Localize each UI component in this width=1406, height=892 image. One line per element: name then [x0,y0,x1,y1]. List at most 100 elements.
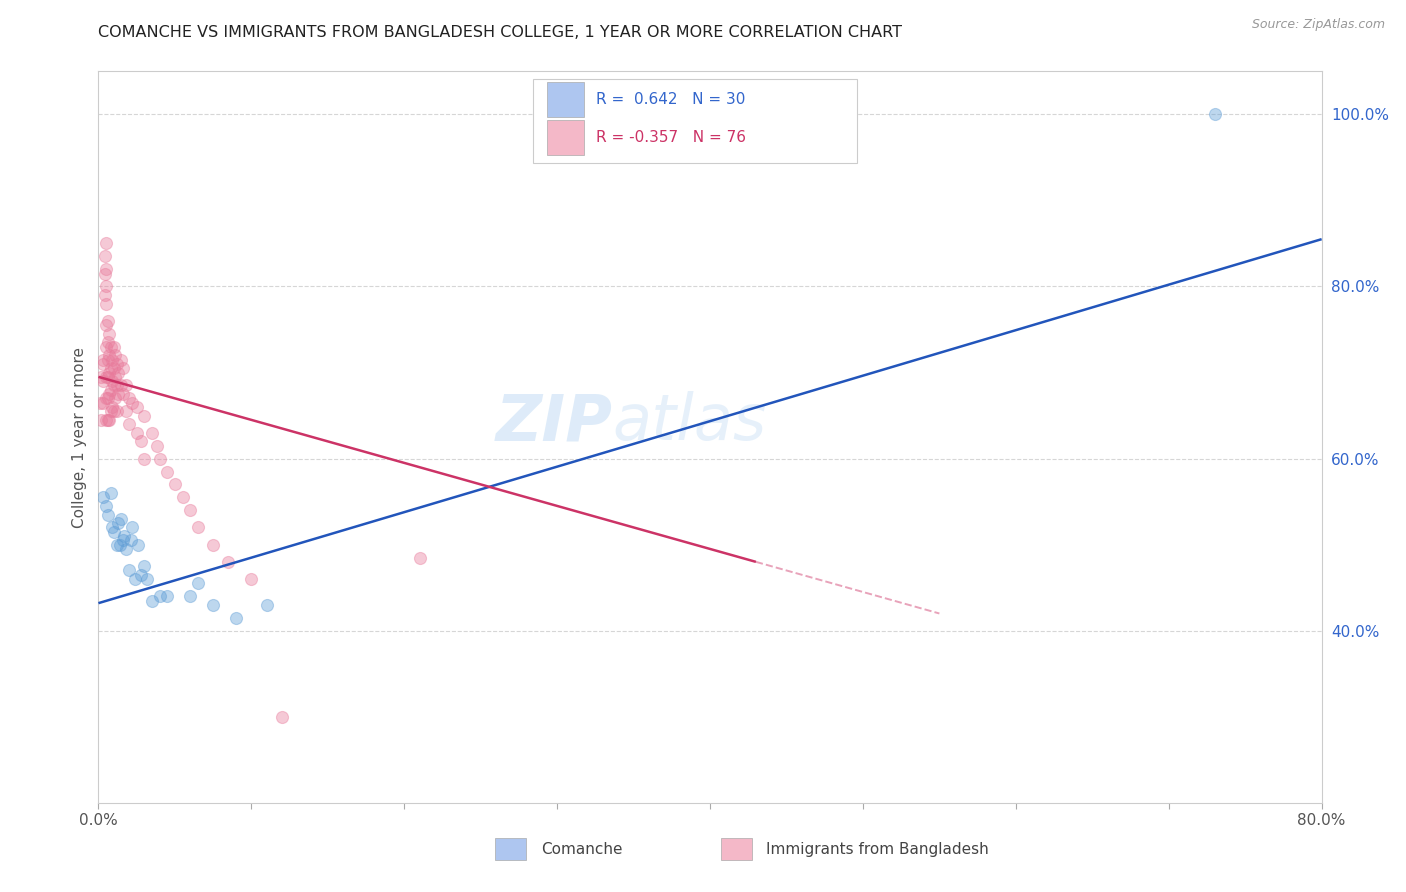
Point [121,395,143,409]
Point [94,369,117,384]
Point [98,413,121,427]
Point [163,477,186,491]
Point [94,262,117,277]
Point [91,374,114,388]
Point [90,413,112,427]
Point [111,387,134,401]
Point [136,572,159,586]
Point [104,348,127,362]
Point [103,340,125,354]
Point [101,374,124,388]
Point [98,326,121,341]
Point [110,352,132,367]
Point [129,567,152,582]
Point [149,589,172,603]
Point [93,288,115,302]
Text: R =  0.642   N = 30: R = 0.642 N = 30 [596,93,745,107]
Point [127,538,149,552]
Text: Immigrants from Bangladesh: Immigrants from Bangladesh [766,842,988,856]
Point [156,465,179,479]
Point [134,559,156,574]
Point [94,318,117,333]
Text: ZIP: ZIP [495,392,612,453]
Point [202,598,225,612]
Point [118,564,141,578]
Point [105,538,128,552]
Point [105,404,128,418]
Point [118,392,141,406]
Point [408,550,430,565]
Point [97,413,120,427]
Point [110,378,132,392]
Point [111,533,134,548]
Point [101,400,124,414]
Point [108,538,131,552]
Point [141,593,163,607]
Point [100,361,122,376]
Point [134,451,156,466]
Point [103,524,125,539]
Point [94,279,117,293]
Point [93,249,115,263]
Point [100,383,122,397]
Point [172,491,194,505]
Point [134,409,156,423]
Point [225,611,247,625]
Point [107,387,129,401]
Point [110,512,132,526]
Point [107,516,129,530]
Point [115,378,138,392]
Point [101,352,124,367]
FancyBboxPatch shape [533,78,856,162]
Point [103,404,125,418]
Point [202,538,225,552]
Point [125,400,148,414]
Point [111,361,134,376]
Point [98,366,121,380]
Point [97,314,120,328]
Point [91,491,114,505]
Point [105,357,128,371]
Point [97,369,120,384]
Point [98,348,121,362]
Point [89,395,111,409]
Point [121,520,143,534]
Point [91,395,114,409]
Point [103,378,125,392]
Point [1204,107,1226,121]
Point [98,387,121,401]
Point [91,357,114,371]
Point [125,425,148,440]
Text: COMANCHE VS IMMIGRANTS FROM BANGLADESH COLLEGE, 1 YEAR OR MORE CORRELATION CHART: COMANCHE VS IMMIGRANTS FROM BANGLADESH C… [98,25,903,40]
Point [187,520,209,534]
Point [240,572,263,586]
Point [179,589,201,603]
Point [103,361,125,376]
Point [107,366,129,380]
Point [217,555,239,569]
Point [100,404,122,418]
Point [179,503,201,517]
Text: atlas: atlas [612,392,766,453]
Point [256,598,278,612]
Point [187,576,209,591]
Point [90,369,112,384]
Point [94,413,117,427]
Point [141,425,163,440]
Point [129,434,152,449]
Point [101,520,124,534]
Point [94,499,117,513]
Point [105,378,128,392]
Point [100,486,122,500]
Point [149,451,172,466]
Point [97,335,120,350]
Point [94,392,117,406]
Text: Comanche: Comanche [541,842,623,856]
Point [94,236,117,251]
Point [118,417,141,432]
Point [112,529,135,543]
Point [270,710,292,724]
Point [91,352,114,367]
Point [115,541,138,556]
FancyBboxPatch shape [547,82,583,118]
